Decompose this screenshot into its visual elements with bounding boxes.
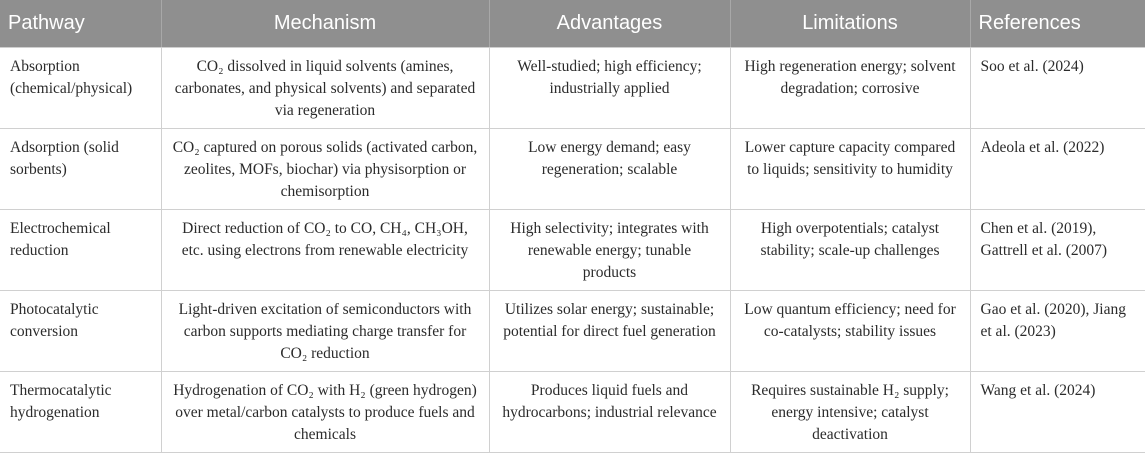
header-pathway: Pathway xyxy=(0,0,162,48)
header-limitations: Limitations xyxy=(730,0,971,48)
cell-advantages: High selectivity; integrates with renewa… xyxy=(488,209,731,291)
header-references: References xyxy=(970,0,1145,48)
header-mechanism: Mechanism xyxy=(161,0,490,48)
cell-mechanism: CO₂ captured on porous solids (activated… xyxy=(160,128,490,210)
cell-advantages: Utilizes solar energy; sustainable; pote… xyxy=(488,290,731,372)
cell-advantages: Low energy demand; easy regeneration; sc… xyxy=(488,128,731,210)
cell-references: Adeola et al. (2022) xyxy=(969,128,1145,210)
cell-mechanism: Light-driven excitation of semiconductor… xyxy=(160,290,490,372)
cell-limitations: Low quantum efficiency; need for co-cata… xyxy=(729,290,971,372)
table-row: Absorption (chemical/physical) CO₂ dissol… xyxy=(0,47,1145,129)
cell-references: Wang et al. (2024) xyxy=(969,371,1145,453)
cell-advantages: Well-studied; high efficiency; industria… xyxy=(488,47,731,129)
cell-advantages: Produces liquid fuels and hydrocarbons; … xyxy=(488,371,731,453)
header-advantages: Advantages xyxy=(489,0,731,48)
cell-pathway: Absorption (chemical/physical) xyxy=(0,47,162,129)
cell-references: Gao et al. (2020), Jiang et al. (2023) xyxy=(969,290,1145,372)
cell-limitations: High regeneration energy; solvent degrad… xyxy=(729,47,971,129)
cell-mechanism: Direct reduction of CO₂ to CO, CH₄, CH₃O… xyxy=(160,209,490,291)
table-row: Photocatalytic conversion Light-driven ex… xyxy=(0,290,1145,372)
cell-limitations: Requires sustainable H₂ supply; energy i… xyxy=(729,371,971,453)
table-row: Electrochemical reduction Direct reductio… xyxy=(0,209,1145,291)
cell-pathway: Electrochemical reduction xyxy=(0,209,162,291)
cell-limitations: Lower capture capacity compared to liqui… xyxy=(729,128,971,210)
cell-references: Soo et al. (2024) xyxy=(969,47,1145,129)
table-row: Adsorption (solid sorbents) CO₂ captured … xyxy=(0,128,1145,210)
cell-pathway: Adsorption (solid sorbents) xyxy=(0,128,162,210)
table-row: Thermocatalytic hydrogenation Hydrogenati… xyxy=(0,371,1145,453)
cell-mechanism: Hydrogenation of CO₂ with H₂ (green hydr… xyxy=(160,371,490,453)
cell-pathway: Thermocatalytic hydrogenation xyxy=(0,371,162,453)
cell-mechanism: CO₂ dissolved in liquid solvents (amines… xyxy=(160,47,490,129)
cell-references: Chen et al. (2019), Gattrell et al. (200… xyxy=(969,209,1145,291)
cell-pathway: Photocatalytic conversion xyxy=(0,290,162,372)
cell-limitations: High overpotentials; catalyst stability;… xyxy=(729,209,971,291)
header-row: Pathway Mechanism Advantages Limitations… xyxy=(0,0,1145,48)
